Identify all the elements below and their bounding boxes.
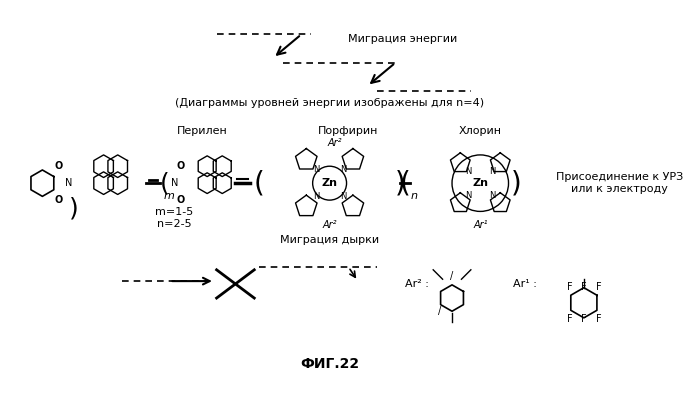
Text: (: ( — [160, 171, 169, 195]
Text: n: n — [411, 191, 418, 201]
Text: F: F — [567, 282, 573, 292]
Text: Порфирин: Порфирин — [318, 126, 379, 136]
Text: Ar¹: Ar¹ — [473, 220, 487, 229]
Text: N: N — [313, 192, 319, 201]
Text: /: / — [438, 306, 442, 316]
Text: F: F — [581, 282, 587, 292]
Text: Ar²: Ar² — [327, 138, 342, 148]
Text: F: F — [596, 314, 602, 324]
Text: Zn: Zn — [321, 178, 337, 188]
Text: ): ) — [511, 169, 522, 197]
Text: m: m — [164, 191, 175, 201]
Text: Миграция дырки: Миграция дырки — [280, 235, 379, 245]
Text: N: N — [340, 192, 346, 201]
Text: ): ) — [395, 169, 405, 197]
Text: (Диаграммы уровней энергии изображены для n=4): (Диаграммы уровней энергии изображены дл… — [175, 98, 484, 108]
Text: ФИГ.22: ФИГ.22 — [300, 357, 359, 371]
Text: O: O — [176, 195, 185, 205]
Text: N: N — [465, 167, 472, 176]
Text: Ar²: Ar² — [322, 220, 337, 229]
Text: O: O — [55, 161, 62, 171]
Text: /: / — [450, 271, 454, 281]
Text: Zn: Zn — [473, 178, 489, 188]
Text: N: N — [340, 165, 346, 175]
Text: Миграция энергии: Миграция энергии — [349, 34, 458, 44]
Text: N: N — [65, 178, 72, 188]
Text: F: F — [596, 282, 602, 292]
Text: m=1-5
n=2-5: m=1-5 n=2-5 — [155, 207, 193, 229]
Text: N: N — [489, 191, 496, 200]
Text: ): ) — [69, 197, 78, 221]
Text: F: F — [567, 314, 573, 324]
Text: O: O — [176, 161, 185, 171]
Text: Ar¹ :: Ar¹ : — [513, 279, 537, 289]
Text: Присоединение к УРЗ
или к электроду: Присоединение к УРЗ или к электроду — [556, 173, 683, 194]
Text: Перилен: Перилен — [177, 126, 228, 136]
Text: N: N — [171, 178, 178, 188]
Text: N: N — [313, 165, 319, 175]
Text: Хлорин: Хлорин — [458, 126, 502, 136]
Text: Ar² :: Ar² : — [405, 279, 429, 289]
Text: N: N — [489, 167, 496, 176]
Text: (: ( — [400, 169, 410, 197]
Text: (: ( — [253, 169, 265, 197]
Text: O: O — [55, 195, 62, 205]
Text: N: N — [465, 191, 472, 200]
Text: F: F — [581, 314, 587, 324]
